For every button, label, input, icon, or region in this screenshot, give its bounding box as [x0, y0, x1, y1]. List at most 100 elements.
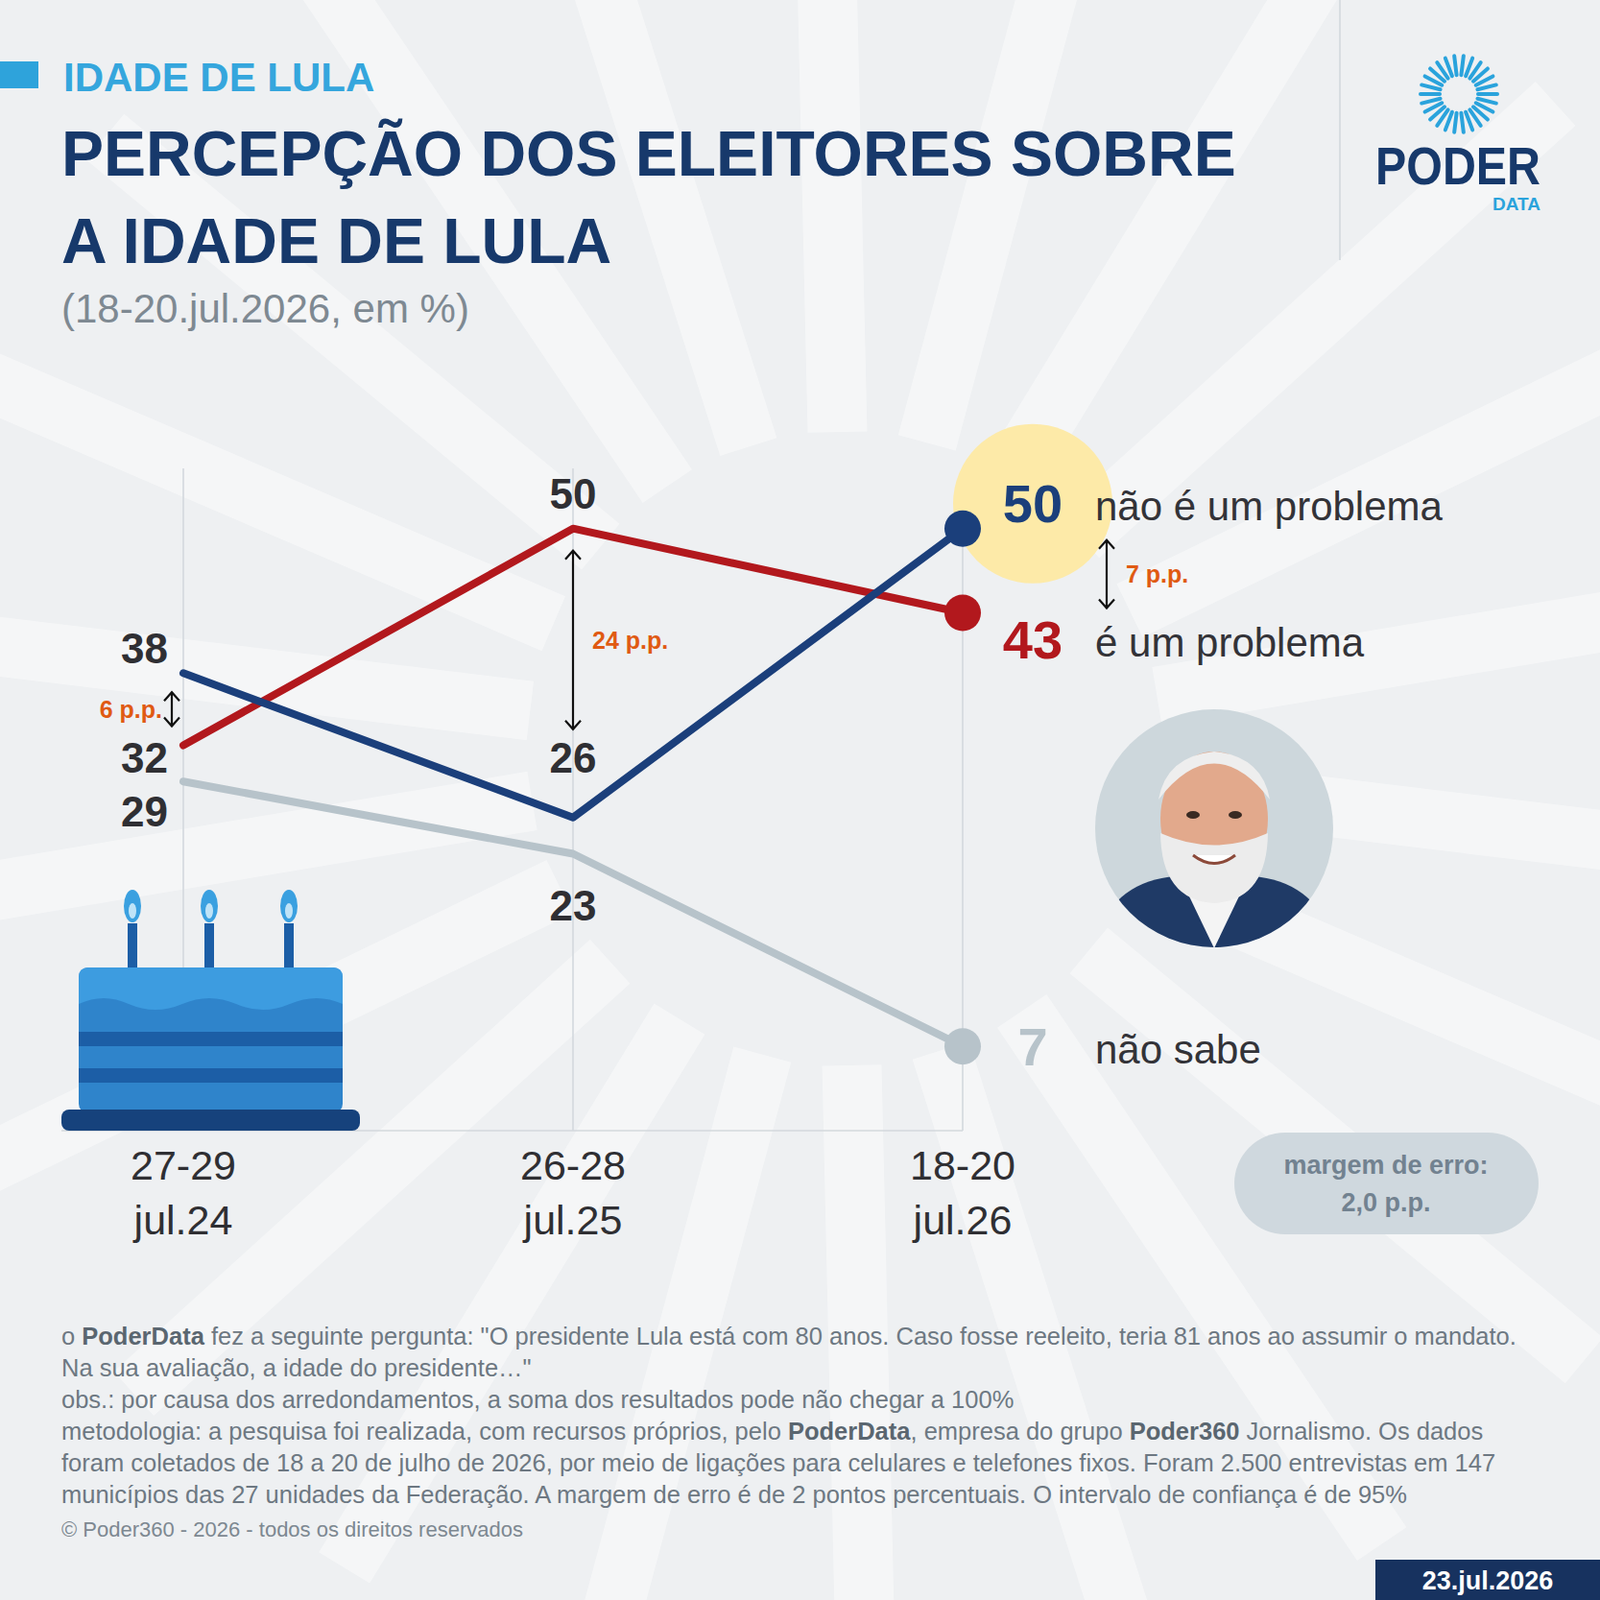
logo-ray — [1445, 58, 1453, 77]
logo-name: PODER — [1375, 135, 1541, 196]
logo-ray — [1421, 84, 1440, 90]
end-dot — [944, 1027, 981, 1065]
logo-burst — [1420, 55, 1498, 132]
tick-line: jul.25 — [522, 1196, 623, 1243]
sash — [1118, 905, 1147, 954]
grid-line — [572, 468, 574, 1131]
tick-line: 27-29 — [130, 1142, 237, 1189]
cake-plate — [61, 1109, 360, 1131]
highlight — [953, 424, 1113, 584]
candle — [284, 923, 294, 968]
logo-ray — [1460, 55, 1463, 75]
logo-ray — [1477, 84, 1496, 90]
data-label: 7 — [1017, 1016, 1048, 1077]
tick-line: 18-20 — [909, 1142, 1016, 1189]
difference-arrow — [164, 692, 180, 726]
note: obs.: por causa dos arredondamentos, a s… — [61, 1384, 1545, 1416]
arrow-head — [565, 550, 581, 560]
title: PERCEPÇÃO DOS ELEITORES SOBREA IDADE DE … — [61, 118, 1237, 277]
data-label: 50 — [1002, 473, 1063, 534]
background-ray — [822, 0, 837, 432]
background-ray — [0, 800, 533, 907]
cake-stripe — [78, 1068, 343, 1083]
background-ray — [1135, 873, 1600, 1127]
background-ray — [1129, 330, 1600, 611]
subtitle: (18-20.jul.2026, em %) — [61, 286, 470, 332]
background-ray — [105, 137, 601, 548]
flame-core — [128, 903, 137, 919]
arrow-head — [164, 717, 180, 727]
eye — [1186, 811, 1200, 819]
photo — [1089, 709, 1339, 954]
series-name: não é um problema — [1095, 483, 1444, 529]
logo-ray — [1465, 112, 1473, 131]
data-label: 29 — [120, 788, 168, 836]
data-label: 38 — [120, 624, 168, 672]
logo-ray — [1454, 55, 1457, 75]
smile — [1193, 855, 1236, 864]
logo-ray — [1454, 113, 1457, 133]
x-tick-label: 27-29 jul.24 — [130, 1142, 237, 1243]
logo-ray — [1477, 98, 1496, 104]
tick-line: jul.24 — [132, 1196, 234, 1243]
cake-body — [78, 967, 343, 1114]
arrow-head — [164, 692, 180, 701]
date-badge — [1375, 1559, 1600, 1600]
note-text: fez a seguinte pergunta: "O presidente L… — [61, 1322, 1517, 1382]
note-bold: PoderData — [788, 1417, 911, 1445]
arrow-head — [1098, 599, 1115, 609]
logo-ray — [1460, 113, 1463, 133]
note-text: obs.: por causa dos arredondamentos, a s… — [61, 1385, 1014, 1413]
error-margin-value: 2,0 p.p. — [1340, 1188, 1431, 1218]
title-line: A IDADE DE LULA — [61, 205, 612, 277]
data-label: 50 — [549, 470, 598, 518]
data-label: 26 — [549, 734, 598, 782]
eye — [1228, 811, 1242, 819]
logo-ray — [1421, 98, 1440, 104]
kicker: IDADE DE LULA — [63, 54, 375, 100]
tick-line: 26-28 — [520, 1142, 626, 1189]
arrow-head — [565, 720, 581, 730]
background-ray — [1088, 950, 1584, 1361]
difference-arrow — [1098, 540, 1115, 609]
annotation: 7 p.p. — [1125, 560, 1189, 588]
note-text: o — [61, 1322, 82, 1350]
logo-ray — [1425, 102, 1443, 112]
note-text: , empresa do grupo — [909, 1417, 1129, 1445]
flame — [123, 889, 142, 923]
cake-stripe — [78, 1031, 343, 1047]
copyright: © Poder360 - 2026 - todos os direitos re… — [61, 1516, 1545, 1544]
error-margin-label: margem de erro: — [1283, 1150, 1488, 1180]
series-line — [183, 528, 963, 818]
footer: o PoderData fez a seguinte pergunta: "O … — [61, 1320, 1545, 1544]
candle — [204, 923, 215, 968]
series-name: não sabe — [1095, 1026, 1262, 1073]
error-margin-box — [1234, 1132, 1539, 1235]
logo-ray — [1478, 92, 1498, 96]
plot-area — [183, 510, 981, 1065]
difference-arrow — [565, 550, 581, 730]
annotation: 24 p.p. — [592, 626, 669, 654]
cake-frosting — [78, 967, 343, 1010]
annotation: 6 p.p. — [99, 695, 163, 723]
logo-ray — [1476, 75, 1494, 85]
x-tick-label: 18-20 jul.26 — [909, 1142, 1016, 1243]
end-dot — [944, 510, 981, 548]
arrow-head — [1098, 540, 1115, 550]
end-dot — [944, 595, 981, 632]
candle — [127, 923, 138, 968]
data-label: 43 — [1002, 609, 1063, 670]
flame — [280, 889, 298, 923]
hair — [1158, 751, 1270, 800]
date: 23.jul.2026 — [1422, 1566, 1554, 1596]
background-ray — [0, 886, 560, 1168]
logo-ray — [1420, 92, 1440, 96]
arrow-shaft — [1105, 540, 1108, 609]
tick-line: jul.26 — [911, 1196, 1013, 1243]
flame-core — [205, 903, 214, 919]
kicker-mark — [0, 61, 39, 89]
cake-icon — [61, 889, 360, 1131]
arrow-shaft — [170, 692, 173, 726]
flame-core — [285, 903, 293, 919]
beard — [1160, 833, 1268, 904]
